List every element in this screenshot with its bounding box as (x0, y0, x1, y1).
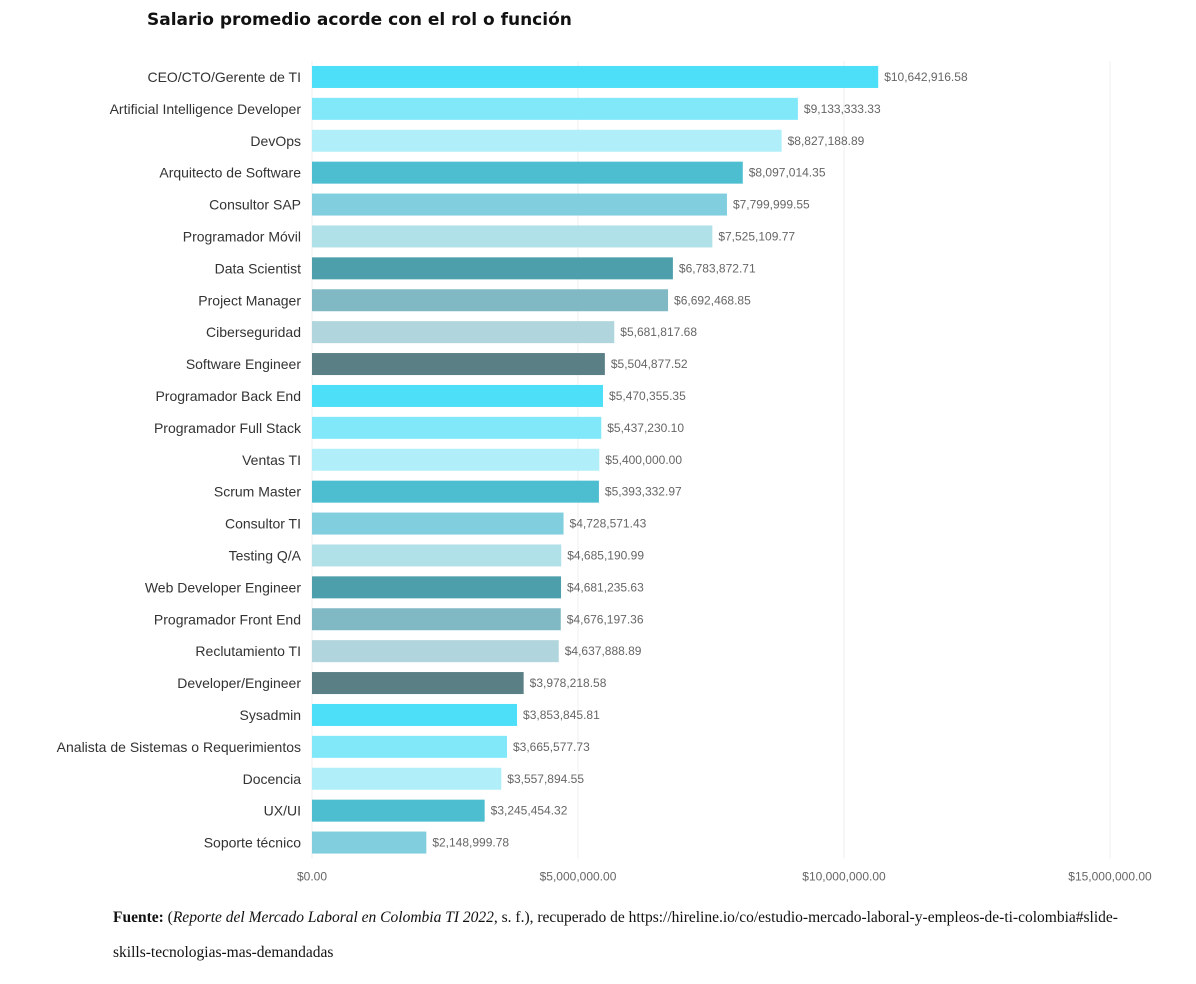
source-label: Fuente: (113, 909, 164, 926)
value-label: $3,978,218.58 (530, 676, 607, 690)
value-label: $3,557,894.55 (507, 772, 584, 786)
category-label: Software Engineer (186, 356, 302, 372)
bar (312, 672, 524, 695)
category-labels: CEO/CTO/Gerente de TI Artificial Intellig… (57, 69, 302, 851)
category-label: Scrum Master (214, 484, 301, 500)
x-tick-label: $10,000,000.00 (802, 870, 886, 884)
category-label: UX/UI (264, 803, 301, 819)
category-label: Programador Front End (154, 611, 301, 627)
x-tick-label: $5,000,000.00 (540, 870, 617, 884)
category-label: Soporte técnico (204, 835, 301, 851)
value-label: $9,133,333.33 (804, 102, 881, 116)
category-label: Sysadmin (240, 707, 301, 723)
bar (312, 129, 782, 152)
bar (312, 321, 615, 344)
category-label: Artificial Intelligence Developer (110, 101, 302, 117)
source-note: Fuente: (Reporte del Mercado Laboral en … (113, 900, 1153, 970)
bar (312, 480, 599, 503)
bar (312, 161, 743, 184)
value-labels: $10,642,916.58 $9,133,333.33 $8,827,188.89… (432, 70, 968, 850)
value-label: $5,470,355.35 (609, 389, 686, 403)
value-label: $2,148,999.78 (432, 836, 509, 850)
source-rest: , s. f.), recuperado de https://hireline… (113, 909, 1118, 961)
x-tick-label: $15,000,000.00 (1068, 870, 1152, 884)
bar (312, 353, 605, 376)
bar (312, 831, 427, 854)
value-label: $7,799,999.55 (733, 198, 810, 212)
category-label: CEO/CTO/Gerente de TI (147, 69, 301, 85)
bar (312, 544, 562, 567)
bar (312, 257, 673, 280)
bar (312, 608, 561, 631)
value-label: $4,681,235.63 (567, 580, 644, 594)
value-label: $7,525,109.77 (718, 229, 795, 243)
category-label: Testing Q/A (229, 547, 302, 563)
value-label: $6,783,872.71 (679, 261, 756, 275)
value-label: $5,393,332.97 (605, 485, 682, 499)
bar (312, 289, 669, 312)
category-label: Ventas TI (242, 452, 301, 468)
bars (312, 65, 879, 854)
value-label: $10,642,916.58 (884, 70, 968, 84)
value-label: $8,097,014.35 (749, 166, 826, 180)
bar (312, 512, 564, 535)
value-label: $4,728,571.43 (570, 517, 647, 531)
bar (312, 416, 602, 439)
bar (312, 97, 798, 120)
category-label: Programador Móvil (183, 228, 301, 244)
bar (312, 703, 518, 726)
category-label: Web Developer Engineer (145, 579, 302, 595)
value-label: $3,665,577.73 (513, 740, 590, 754)
value-label: $5,437,230.10 (607, 421, 684, 435)
category-label: Project Manager (198, 292, 301, 308)
bar (312, 193, 727, 216)
x-axis-ticks: $0.00 $5,000,000.00 $10,000,000.00 $15,000,… (297, 870, 1152, 884)
value-label: $6,692,468.85 (674, 293, 751, 307)
bar (312, 640, 559, 663)
value-label: $3,853,845.81 (523, 708, 600, 722)
value-label: $4,637,888.89 (565, 644, 642, 658)
category-label: Developer/Engineer (177, 675, 301, 691)
value-label: $5,400,000.00 (605, 453, 682, 467)
value-label: $4,685,190.99 (567, 548, 644, 562)
bar (312, 448, 600, 471)
category-label: Ciberseguridad (206, 324, 301, 340)
value-label: $8,827,188.89 (788, 134, 865, 148)
source-citation: Reporte del Mercado Laboral en Colombia … (172, 909, 494, 926)
category-label: Docencia (243, 771, 302, 787)
category-label: Programador Back End (155, 388, 301, 404)
bar (312, 799, 485, 822)
category-label: Analista de Sistemas o Requerimientos (57, 739, 301, 755)
bar (312, 735, 508, 758)
category-label: Data Scientist (215, 260, 301, 276)
value-label: $5,681,817.68 (620, 325, 697, 339)
bar (312, 767, 502, 790)
chart-title: Salario promedio acorde con el rol o fun… (147, 10, 572, 30)
category-label: Reclutamiento TI (195, 643, 301, 659)
source-open: ( (163, 909, 173, 926)
bar-chart: CEO/CTO/Gerente de TI Artificial Intellig… (57, 61, 1152, 884)
bar (312, 225, 713, 248)
x-tick-label: $0.00 (297, 870, 327, 884)
value-label: $3,245,454.32 (491, 804, 568, 818)
category-label: DevOps (250, 133, 301, 149)
category-label: Programador Full Stack (154, 420, 302, 436)
category-label: Consultor TI (225, 516, 301, 532)
bar (312, 65, 879, 88)
category-label: Arquitecto de Software (159, 165, 301, 181)
bar (312, 576, 562, 599)
value-label: $5,504,877.52 (611, 357, 688, 371)
bar (312, 384, 604, 407)
value-label: $4,676,197.36 (567, 612, 644, 626)
category-label: Consultor SAP (209, 197, 301, 213)
